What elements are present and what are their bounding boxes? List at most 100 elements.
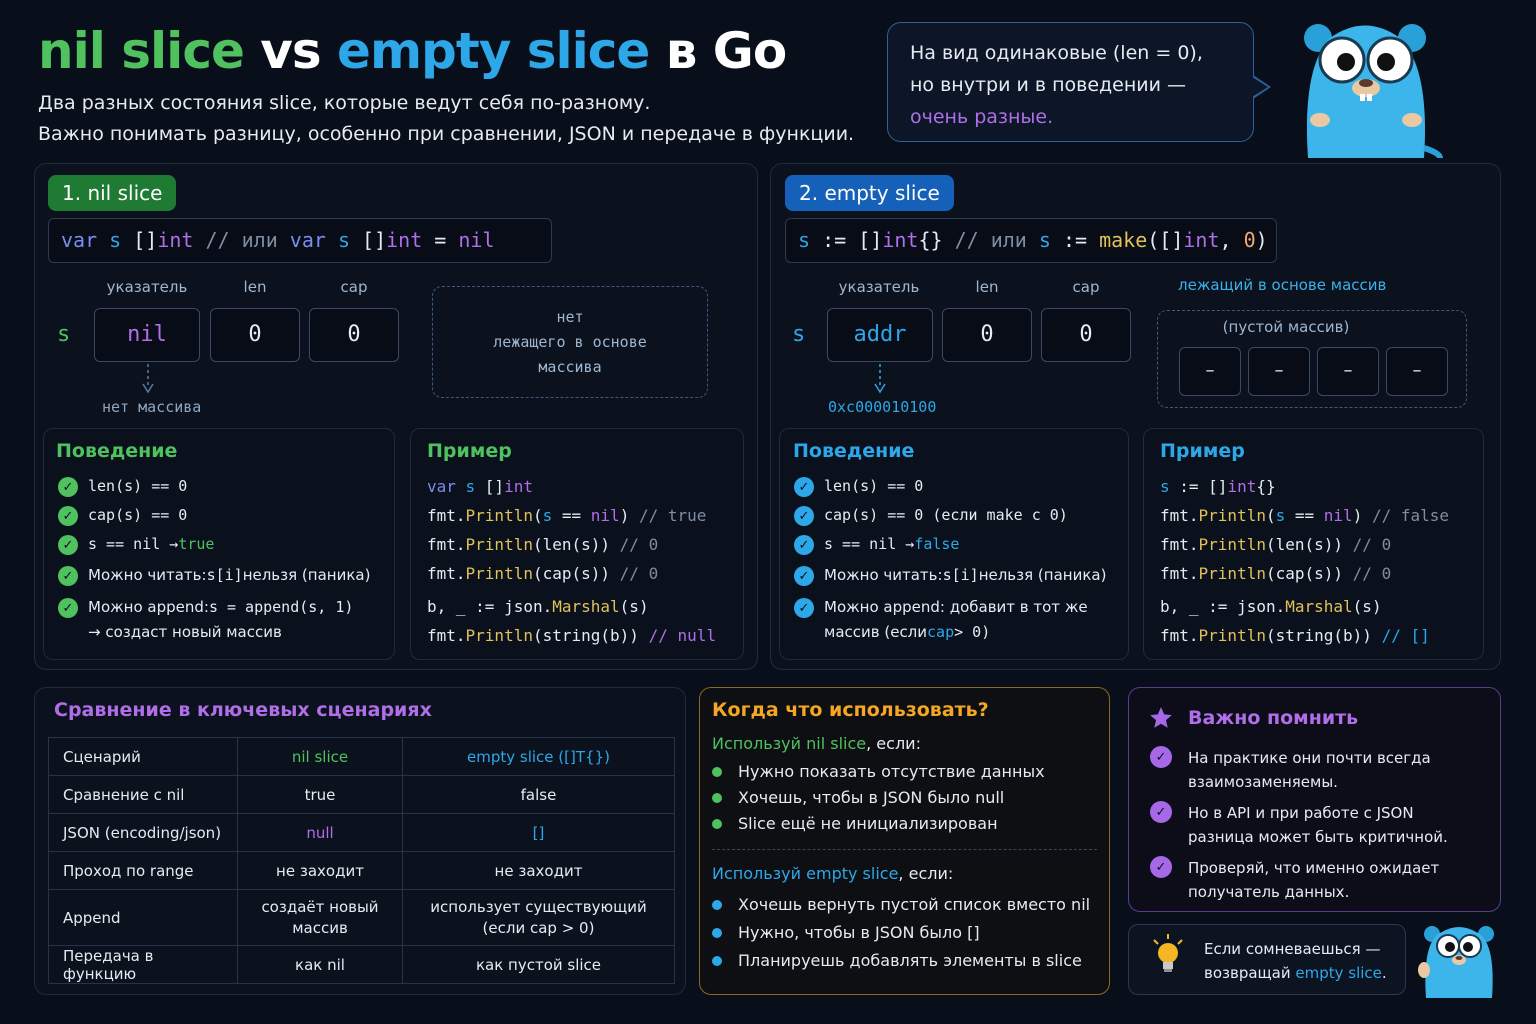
comparison-title: Сравнение в ключевых сценариях	[54, 699, 432, 721]
empty-example-title: Пример	[1160, 440, 1245, 462]
nil-behavior-panel	[43, 428, 395, 660]
remember-panel	[1128, 687, 1501, 912]
speech-bubble: На вид одинаковые (len = 0), но внутри и…	[887, 22, 1271, 142]
empty-behavior-panel	[779, 428, 1129, 660]
pointer-cell: addr	[827, 308, 933, 362]
when-nil-item: Slice ещё не инициализирован	[712, 814, 998, 833]
empty-array-box	[1157, 310, 1467, 408]
cap-cell: 0	[1041, 308, 1131, 362]
header-cap: cap	[1072, 278, 1100, 296]
when-empty-heading: Используй empty slice, если:	[712, 864, 954, 883]
star-icon	[1150, 707, 1172, 728]
underlying-array-label: лежащий в основе массив	[1178, 276, 1387, 294]
check-icon: ✓	[1150, 856, 1172, 878]
header-cap: cap	[340, 278, 368, 296]
code-line: b, _ := json.Marshal(s)	[427, 597, 649, 616]
code-line: fmt.Println(string(b)) // []	[1160, 626, 1430, 645]
remember-item: ✓ Но в API и при работе с JSON разница мож…	[1150, 801, 1448, 849]
table-row: Append создаёт новый массив использует сущ…	[48, 889, 675, 946]
when-to-use-panel	[699, 687, 1110, 995]
code-line: fmt.Println(cap(s)) // 0	[427, 564, 659, 583]
nil-behavior-note: → создаст новый массив	[88, 623, 282, 641]
array-cell: –	[1248, 347, 1310, 396]
code-line: b, _ := json.Marshal(s)	[1160, 597, 1382, 616]
bubble-line-1: На вид одинаковые (len = 0),	[910, 42, 1203, 64]
code-line: fmt.Println(s == nil) // false	[1160, 506, 1450, 525]
page-title: nil slice vs empty slice в Go	[38, 22, 787, 80]
empty-declaration-code: s := []int{} // или s := make([]int, 0)	[785, 218, 1277, 263]
check-icon: ✓	[1150, 801, 1172, 823]
divider	[712, 849, 1097, 850]
empty-behavior-item: ✓ len(s) == 0	[794, 477, 923, 497]
nil-slice-badge: 1. nil slice	[48, 175, 177, 211]
check-icon: ✓	[58, 535, 78, 555]
table-row: Сравнение с nil true false	[48, 775, 675, 814]
header-len: len	[975, 278, 999, 296]
no-array-note: нет массива	[102, 398, 202, 416]
cap-cell: 0	[309, 308, 399, 362]
empty-behavior-item: ✓ s == nil → false	[794, 535, 959, 555]
code-line: fmt.Println(cap(s)) // 0	[1160, 564, 1392, 583]
bubble-line-3: очень разные.	[910, 106, 1054, 128]
subtitle-line-1: Два разных состояния slice, которые веду…	[38, 92, 651, 114]
comparison-table: Сценарий nil slice empty slice ([]T{}) С…	[48, 737, 675, 984]
remember-title: Важно помнить	[1188, 707, 1359, 729]
header-cell: nil slice	[237, 737, 403, 776]
when-empty-item: Планируешь добавлять элементы в slice	[712, 951, 1082, 970]
code-line: s := []int{}	[1160, 477, 1276, 496]
title-rest: в Go	[649, 22, 787, 80]
array-cell: –	[1179, 347, 1241, 396]
bubble-line-2: но внутри и в поведении —	[910, 74, 1187, 96]
check-icon: ✓	[794, 535, 814, 555]
empty-behavior-note: массив (если cap > 0)	[824, 623, 991, 641]
header-pointer: указатель	[838, 278, 920, 296]
when-nil-item: Хочешь, чтобы в JSON было null	[712, 788, 1004, 807]
when-nil-heading: Используй nil slice, если:	[712, 734, 921, 753]
len-cell: 0	[942, 308, 1032, 362]
code-line: fmt.Println(s == nil) // true	[427, 506, 707, 525]
nil-behavior-title: Поведение	[56, 440, 178, 462]
header-len: len	[243, 278, 267, 296]
empty-behavior-item: ✓ cap(s) == 0 (если make с 0)	[794, 506, 1068, 526]
check-icon: ✓	[1150, 746, 1172, 768]
empty-behavior-item: ✓ Можно append: добавит в тот же	[794, 598, 1088, 618]
arrow-down-icon	[874, 364, 886, 394]
when-empty-item: Нужно, чтобы в JSON было []	[712, 923, 980, 942]
check-icon: ✓	[58, 477, 78, 497]
address-value: 0xc000010100	[828, 398, 937, 416]
code-line: fmt.Println(len(s)) // 0	[1160, 535, 1392, 554]
empty-array-label: (пустой массив)	[1222, 318, 1350, 336]
title-empty: empty slice	[337, 22, 650, 80]
pointer-cell: nil	[94, 308, 200, 362]
check-icon: ✓	[794, 477, 814, 497]
code-line: fmt.Println(string(b)) // null	[427, 626, 716, 645]
check-icon: ✓	[794, 506, 814, 526]
table-header-row: Сценарий nil slice empty slice ([]T{})	[48, 737, 675, 776]
array-cell: –	[1317, 347, 1379, 396]
header-cell: Сценарий	[48, 737, 238, 776]
remember-item: ✓ На практике они почти всегда взаимозамен…	[1150, 746, 1431, 794]
len-cell: 0	[210, 308, 300, 362]
arrow-down-icon	[142, 364, 154, 394]
check-icon: ✓	[58, 598, 78, 618]
nil-example-title: Пример	[427, 440, 512, 462]
when-empty-item: Хочешь вернуть пустой список вместо nil	[712, 895, 1090, 914]
nil-example-panel	[410, 428, 744, 660]
check-icon: ✓	[794, 566, 814, 586]
nil-behavior-item: ✓ Можно читать: s[i] нельзя (паника)	[58, 566, 370, 586]
remember-item: ✓ Проверяй, что именно ожидает получатель …	[1150, 856, 1439, 904]
nil-behavior-item: ✓ cap(s) == 0	[58, 506, 187, 526]
header-pointer: указатель	[106, 278, 188, 296]
table-row: JSON (encoding/json) null[]	[48, 813, 675, 852]
tip-text: Если сомневаешься — возвращай empty slic…	[1204, 940, 1387, 982]
empty-behavior-title: Поведение	[793, 440, 915, 462]
title-vs: vs	[243, 22, 338, 80]
check-icon: ✓	[794, 598, 814, 618]
lightbulb-icon	[1153, 934, 1183, 972]
code-line: fmt.Println(len(s)) // 0	[427, 535, 659, 554]
array-cell: –	[1386, 347, 1448, 396]
title-nil: nil slice	[38, 22, 245, 80]
nil-behavior-item: ✓ Можно append: s = append(s, 1)	[58, 598, 353, 618]
nil-behavior-item: ✓ len(s) == 0	[58, 477, 187, 497]
check-icon: ✓	[58, 566, 78, 586]
